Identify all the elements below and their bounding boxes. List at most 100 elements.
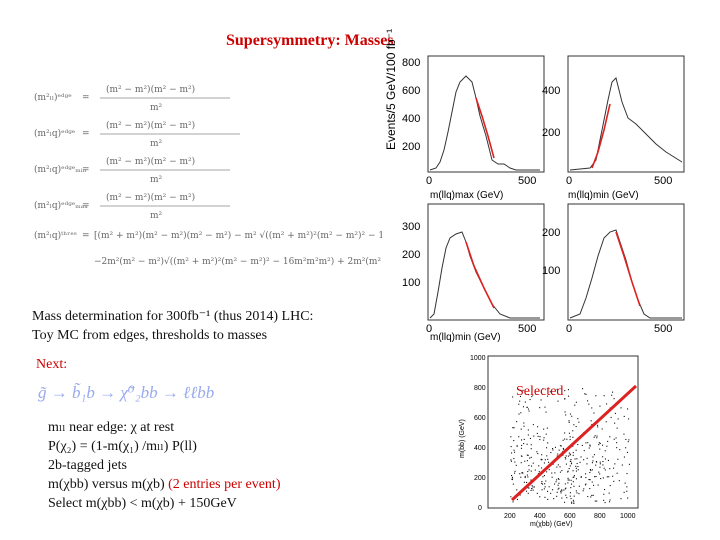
scatter-point <box>511 475 513 477</box>
scatter-point <box>543 437 545 439</box>
scatter-point <box>564 501 566 503</box>
scatter-point <box>533 486 535 488</box>
scatter-point <box>557 484 559 486</box>
scatter-point <box>519 473 521 475</box>
scatter-point <box>609 436 611 438</box>
svg-text:400: 400 <box>474 445 486 452</box>
scatter-point <box>603 493 605 495</box>
scatter-point <box>595 461 597 463</box>
svg-text:600: 600 <box>474 415 486 422</box>
scatter-point <box>573 501 575 503</box>
scatter-point <box>612 391 614 393</box>
scatter-point <box>575 426 577 428</box>
scatter-point <box>527 471 529 473</box>
scatter-point <box>526 481 528 483</box>
scatter-point <box>602 456 604 458</box>
scatter-point <box>599 442 601 444</box>
svg-text:500: 500 <box>518 175 536 187</box>
paragraph-line-1: Mass determination for 300fb⁻¹ (thus 201… <box>32 309 314 324</box>
scatter-point <box>516 421 518 423</box>
scatter-point <box>594 435 596 437</box>
scatter-point <box>548 486 550 488</box>
svg-text:1000: 1000 <box>470 355 486 362</box>
scatter-point <box>611 394 613 396</box>
scatter-point <box>599 461 601 463</box>
scatter-point <box>570 487 572 489</box>
svg-text:m(bb) (GeV): m(bb) (GeV) <box>459 419 466 458</box>
scatter-point <box>612 475 614 477</box>
scatter-point <box>547 498 549 500</box>
scatter-point <box>560 490 562 492</box>
scatter-point <box>510 460 512 462</box>
scatter-point <box>526 443 528 445</box>
scatter-point <box>512 396 514 398</box>
scatter-point <box>510 436 512 438</box>
scatter-point <box>575 465 577 467</box>
scatter-point <box>572 454 574 456</box>
bullet-p-chi2: P(χ₂) = (1-m(χ₁) /mₗₗ) P(ll) <box>48 439 197 454</box>
scatter-point <box>537 426 539 428</box>
scatter-point <box>547 442 549 444</box>
scatter-point <box>607 459 609 461</box>
scatter-point <box>602 444 604 446</box>
scatter-point <box>552 463 554 465</box>
bullet-mass-vs-paren: (2 entries per event) <box>168 477 281 492</box>
scatter-point <box>572 436 574 438</box>
scatter-point <box>609 485 611 487</box>
scatter-point <box>515 464 517 466</box>
scatter-point <box>546 455 548 457</box>
scatter-point <box>617 458 619 460</box>
scatter-point <box>595 476 597 478</box>
scatter-point <box>570 498 572 500</box>
scatter-point <box>586 463 588 465</box>
scatter-point <box>519 494 521 496</box>
scatter-point <box>568 452 570 454</box>
scatter-point <box>554 472 556 474</box>
scatter-point <box>569 492 571 494</box>
scatter-point <box>522 472 524 474</box>
scatter-point <box>543 439 545 441</box>
formula-label-lq-max: (m²ₗq)ᵉᵈᵍᵉₘₐₓ <box>34 200 88 211</box>
scatter-point <box>617 418 619 420</box>
scatter-point <box>552 449 554 451</box>
scatter-point <box>593 454 595 456</box>
scatter-point <box>620 498 622 500</box>
scatter-point <box>544 459 546 461</box>
scatter-point <box>516 445 518 447</box>
scatter-point <box>619 449 621 451</box>
scatter-point <box>516 489 518 491</box>
scatter-point <box>562 439 564 441</box>
svg-text:=: = <box>82 165 90 175</box>
scatter-point <box>521 444 523 446</box>
scatter-point <box>592 494 594 496</box>
scatter-point <box>589 488 591 490</box>
scatter-point <box>598 471 600 473</box>
svg-text:0: 0 <box>426 323 432 335</box>
scatter-point <box>560 445 562 447</box>
scatter-point <box>608 492 610 494</box>
scatter-point <box>572 481 574 483</box>
scatter-point <box>564 457 566 459</box>
scatter-point <box>541 454 543 456</box>
scatter-point <box>580 476 582 478</box>
scatter-point <box>576 463 578 465</box>
svg-text:800: 800 <box>594 513 606 520</box>
scatter-point <box>541 481 543 483</box>
scatter-point <box>527 454 529 456</box>
scatter-point <box>526 454 528 456</box>
scatter-point <box>573 485 575 487</box>
scatter-point <box>558 482 560 484</box>
scatter-point <box>511 476 513 478</box>
scatter-point <box>614 422 616 424</box>
scatter-point <box>584 484 586 486</box>
scatter-point <box>628 463 630 465</box>
next-steps-list: mₗₗ near edge: χ at rest P(χ₂) = (1-m(χ₁… <box>48 418 280 513</box>
scatter-point <box>603 395 605 397</box>
scatter-point <box>530 479 532 481</box>
scatter-point <box>592 460 594 462</box>
scatter-point <box>561 489 563 491</box>
scatter-point <box>526 406 528 408</box>
scatter-point <box>587 442 589 444</box>
scatter-point <box>568 395 570 397</box>
scatter-point <box>590 420 592 422</box>
